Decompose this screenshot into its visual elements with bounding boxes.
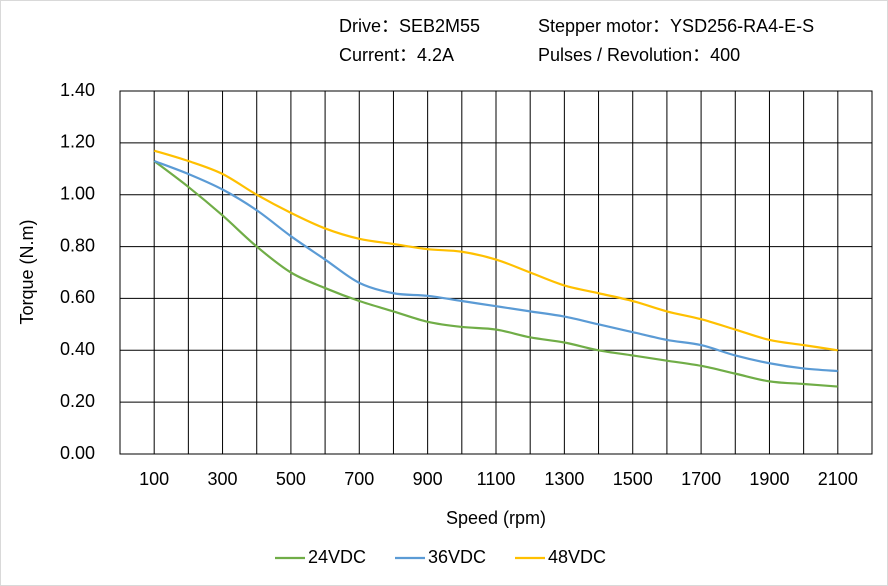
plot-border — [119, 90, 873, 455]
x-tick-label: 2100 — [818, 469, 858, 489]
annotation: Drive：SEB2M55 — [339, 16, 480, 36]
x-tick-label: 1500 — [613, 469, 653, 489]
legend-label: 36VDC — [428, 547, 486, 567]
x-tick-label: 300 — [208, 469, 238, 489]
y-tick-label: 0.20 — [60, 391, 95, 411]
y-tick-label: 0.80 — [60, 235, 95, 255]
y-tick-label: 1.40 — [60, 80, 95, 100]
y-tick-label: 1.00 — [60, 183, 95, 203]
x-tick-label: 1300 — [544, 469, 584, 489]
annotation: Pulses / Revolution：400 — [538, 45, 740, 65]
x-axis-label: Speed (rpm) — [446, 508, 546, 528]
x-tick-label: 100 — [139, 469, 169, 489]
series-line — [153, 159, 838, 373]
series-line — [153, 160, 838, 388]
x-tick-label: 700 — [344, 469, 374, 489]
y-tick-label: 0.60 — [60, 287, 95, 307]
legend-label: 24VDC — [308, 547, 366, 567]
annotation: Current：4.2A — [339, 45, 454, 65]
series-line — [153, 149, 838, 352]
x-tick-label: 1900 — [749, 469, 789, 489]
x-tick-label: 900 — [413, 469, 443, 489]
y-tick-label: 0.40 — [60, 339, 95, 359]
x-tick-label: 500 — [276, 469, 306, 489]
y-tick-label: 0.00 — [60, 443, 95, 463]
x-tick-label: 1100 — [477, 469, 516, 489]
y-tick-label: 1.20 — [60, 132, 95, 152]
annotation: Stepper motor：YSD256-RA4-E-S — [538, 16, 814, 36]
x-tick-label: 1700 — [681, 469, 721, 489]
legend-label: 48VDC — [548, 547, 606, 567]
y-axis-label: Torque (N.m) — [17, 219, 37, 324]
